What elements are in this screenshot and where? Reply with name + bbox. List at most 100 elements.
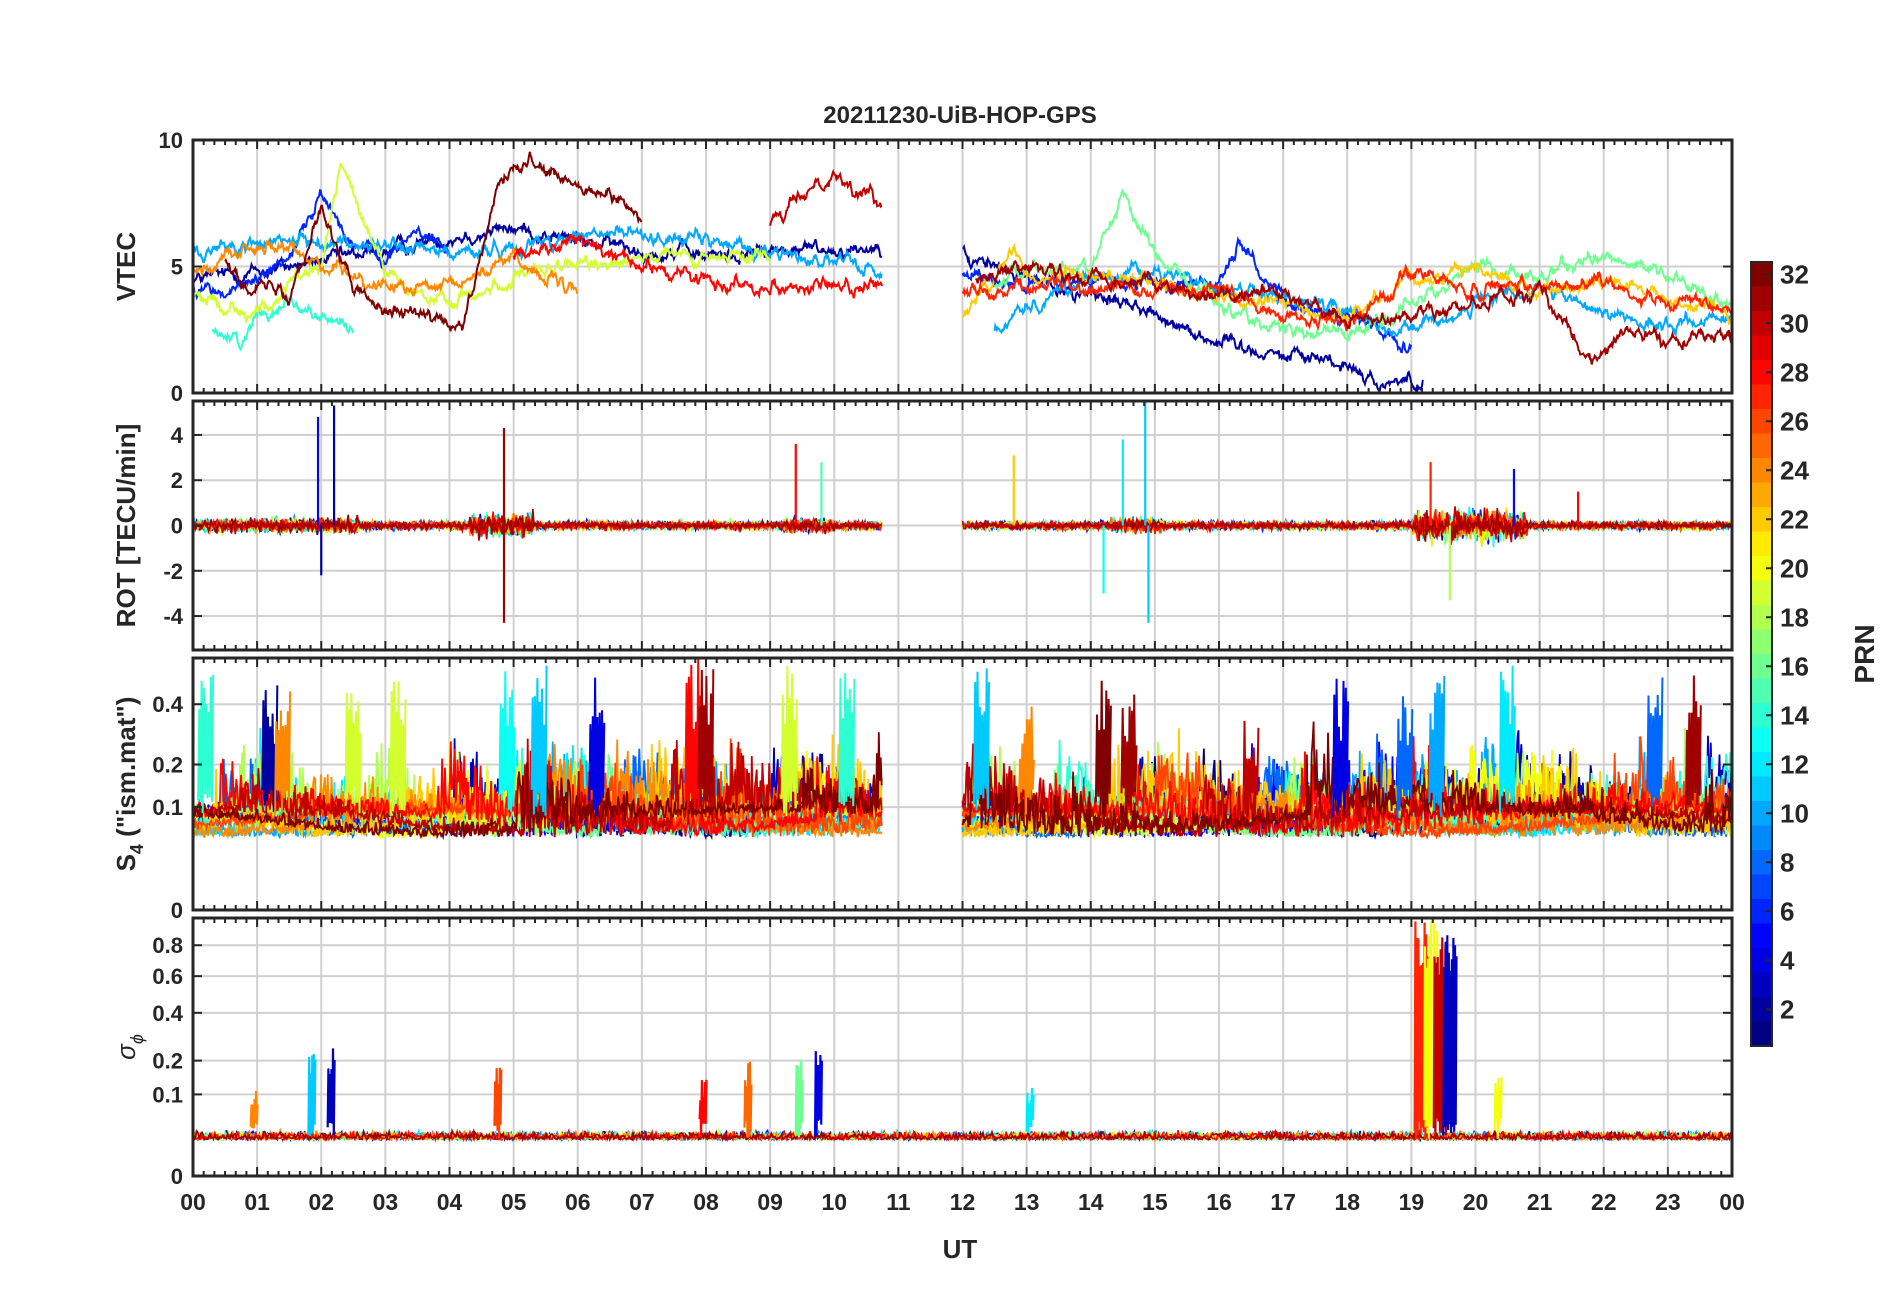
colorbar-tick-label: 8 (1780, 847, 1794, 877)
sigma-peak (307, 1053, 317, 1136)
y-tick-label: 0.8 (152, 933, 183, 958)
x-tick-label: 02 (308, 1189, 334, 1215)
vtec-line-10 (193, 224, 883, 281)
panel-s4: 0 0.1 0.2 0.4S4 ("ism.mat") (111, 656, 1734, 923)
sigma-line-28 (193, 1128, 1732, 1143)
y-tick-label: 0.2 (152, 1049, 183, 1074)
rot-line-31 (968, 507, 1732, 542)
y-tick-label: 0 (171, 381, 183, 406)
y-axis-label: ROT [TECU/min] (111, 424, 141, 628)
y-tick-label: -2 (163, 559, 183, 584)
x-tick-label: 10 (821, 1189, 847, 1215)
x-tick-label: 11 (886, 1189, 911, 1215)
s4-peak (1094, 680, 1112, 817)
sigma-peak (1025, 1087, 1035, 1133)
x-tick-label: 14 (1078, 1189, 1104, 1215)
colorbar-swatch (1751, 948, 1772, 974)
x-tick-label: 08 (693, 1189, 719, 1215)
colorbar-tick-label: 4 (1780, 945, 1795, 975)
x-tick-label: 13 (1014, 1189, 1040, 1215)
x-tick-label: 01 (244, 1189, 270, 1215)
sigma-peak (249, 1090, 259, 1129)
x-tick-label: 16 (1206, 1189, 1232, 1215)
sigma-peak (813, 1051, 823, 1138)
s4-peak (197, 674, 215, 814)
colorbar-swatch (1751, 507, 1772, 533)
sigma-line-31 (193, 1127, 1732, 1143)
s4-peak (1017, 706, 1035, 815)
x-tick-label: 05 (501, 1189, 527, 1215)
colorbar-swatch (1751, 580, 1772, 606)
colorbar-tick-label: 30 (1780, 308, 1809, 338)
s4-peak (1120, 694, 1138, 813)
colorbar-swatch (1751, 433, 1772, 459)
s4-peak (1498, 665, 1516, 814)
vtec-line-30 (769, 168, 883, 226)
colorbar-tick-label: 12 (1780, 749, 1809, 779)
colorbar-swatch (1751, 752, 1772, 778)
colorbar-swatch (1751, 899, 1772, 925)
x-tick-label: 12 (950, 1189, 976, 1215)
y-tick-label: 0.1 (152, 1082, 183, 1107)
y-tick-label: 0 (171, 898, 183, 923)
s4-peak (1428, 675, 1446, 818)
s4-line-32 (193, 732, 883, 841)
s4-peak (1332, 678, 1350, 818)
vtec-line-27 (961, 263, 1732, 332)
colorbar-swatch (1751, 311, 1772, 337)
s4-peak (697, 669, 715, 808)
sigma-peak (493, 1067, 503, 1139)
axes: 0 0.1 0.2 0.4S4 ("ism.mat") (111, 656, 1734, 923)
s4-peak (1396, 696, 1414, 818)
x-axis-label: UT (943, 1234, 978, 1264)
sigma-peak (743, 1061, 753, 1138)
colorbar-tick-label: 32 (1780, 259, 1809, 289)
colorbar-tick-label: 2 (1780, 994, 1794, 1024)
x-tick-label: 18 (1334, 1189, 1360, 1215)
x-tick-label: 00 (1719, 1189, 1745, 1215)
colorbar-tick-label: 10 (1780, 798, 1809, 828)
x-tick-label: 20 (1463, 1189, 1489, 1215)
colorbar-swatch (1751, 629, 1772, 655)
colorbar-swatch (1751, 605, 1772, 631)
x-tick-label: 21 (1527, 1189, 1553, 1215)
colorbar-tick-label: 28 (1780, 357, 1809, 387)
y-tick-label: 10 (159, 128, 183, 153)
sigma-peak (1493, 1076, 1503, 1139)
grid-lines (192, 139, 1733, 394)
data-layer (193, 658, 1732, 841)
sigma-peak (1442, 935, 1458, 1136)
vtec-line-32 (224, 151, 643, 333)
s4-peak (1242, 720, 1260, 816)
x-tick-label: 15 (1142, 1189, 1168, 1215)
colorbar-swatch (1751, 850, 1772, 876)
y-tick-label: 0.2 (152, 753, 183, 778)
x-tick-label: 06 (565, 1189, 591, 1215)
vtec-line-31 (975, 259, 1732, 365)
sigma-peak (698, 1079, 708, 1138)
colorbar-swatch (1751, 727, 1772, 753)
colorbar-swatch (1751, 654, 1772, 680)
s4-peak (588, 677, 606, 816)
colorbar-tick-label: 14 (1780, 700, 1809, 730)
colorbar-tick-label: 26 (1780, 406, 1809, 436)
panel-sigma-phi: 0 0.1 0.2 0.4 0.6 0.8 σϕ 00 01 02 03 04 05 06 07 08 09 10… (111, 916, 1745, 1215)
colorbar-tick-label: 22 (1780, 504, 1809, 534)
y-tick-label: 0.4 (152, 692, 183, 717)
axes: -4 -2 0 2 4 ROT [TECU/min] (111, 399, 1734, 652)
x-tick-label: 03 (373, 1189, 399, 1215)
vtec-line-14 (211, 295, 355, 352)
vtec-line-24 (193, 238, 578, 297)
sigma-peak (794, 1059, 804, 1138)
vtec-line-19 (193, 162, 772, 326)
s4-line-30 (193, 738, 883, 838)
s4-peak (274, 691, 292, 816)
data-layer (193, 151, 1732, 393)
s4-peak (684, 658, 702, 810)
y-tick-label: -4 (163, 604, 183, 629)
s4-peak (344, 692, 362, 814)
y-tick-label: 0.1 (152, 795, 183, 820)
s4-peak (1646, 677, 1664, 807)
s4-peak (261, 685, 279, 812)
